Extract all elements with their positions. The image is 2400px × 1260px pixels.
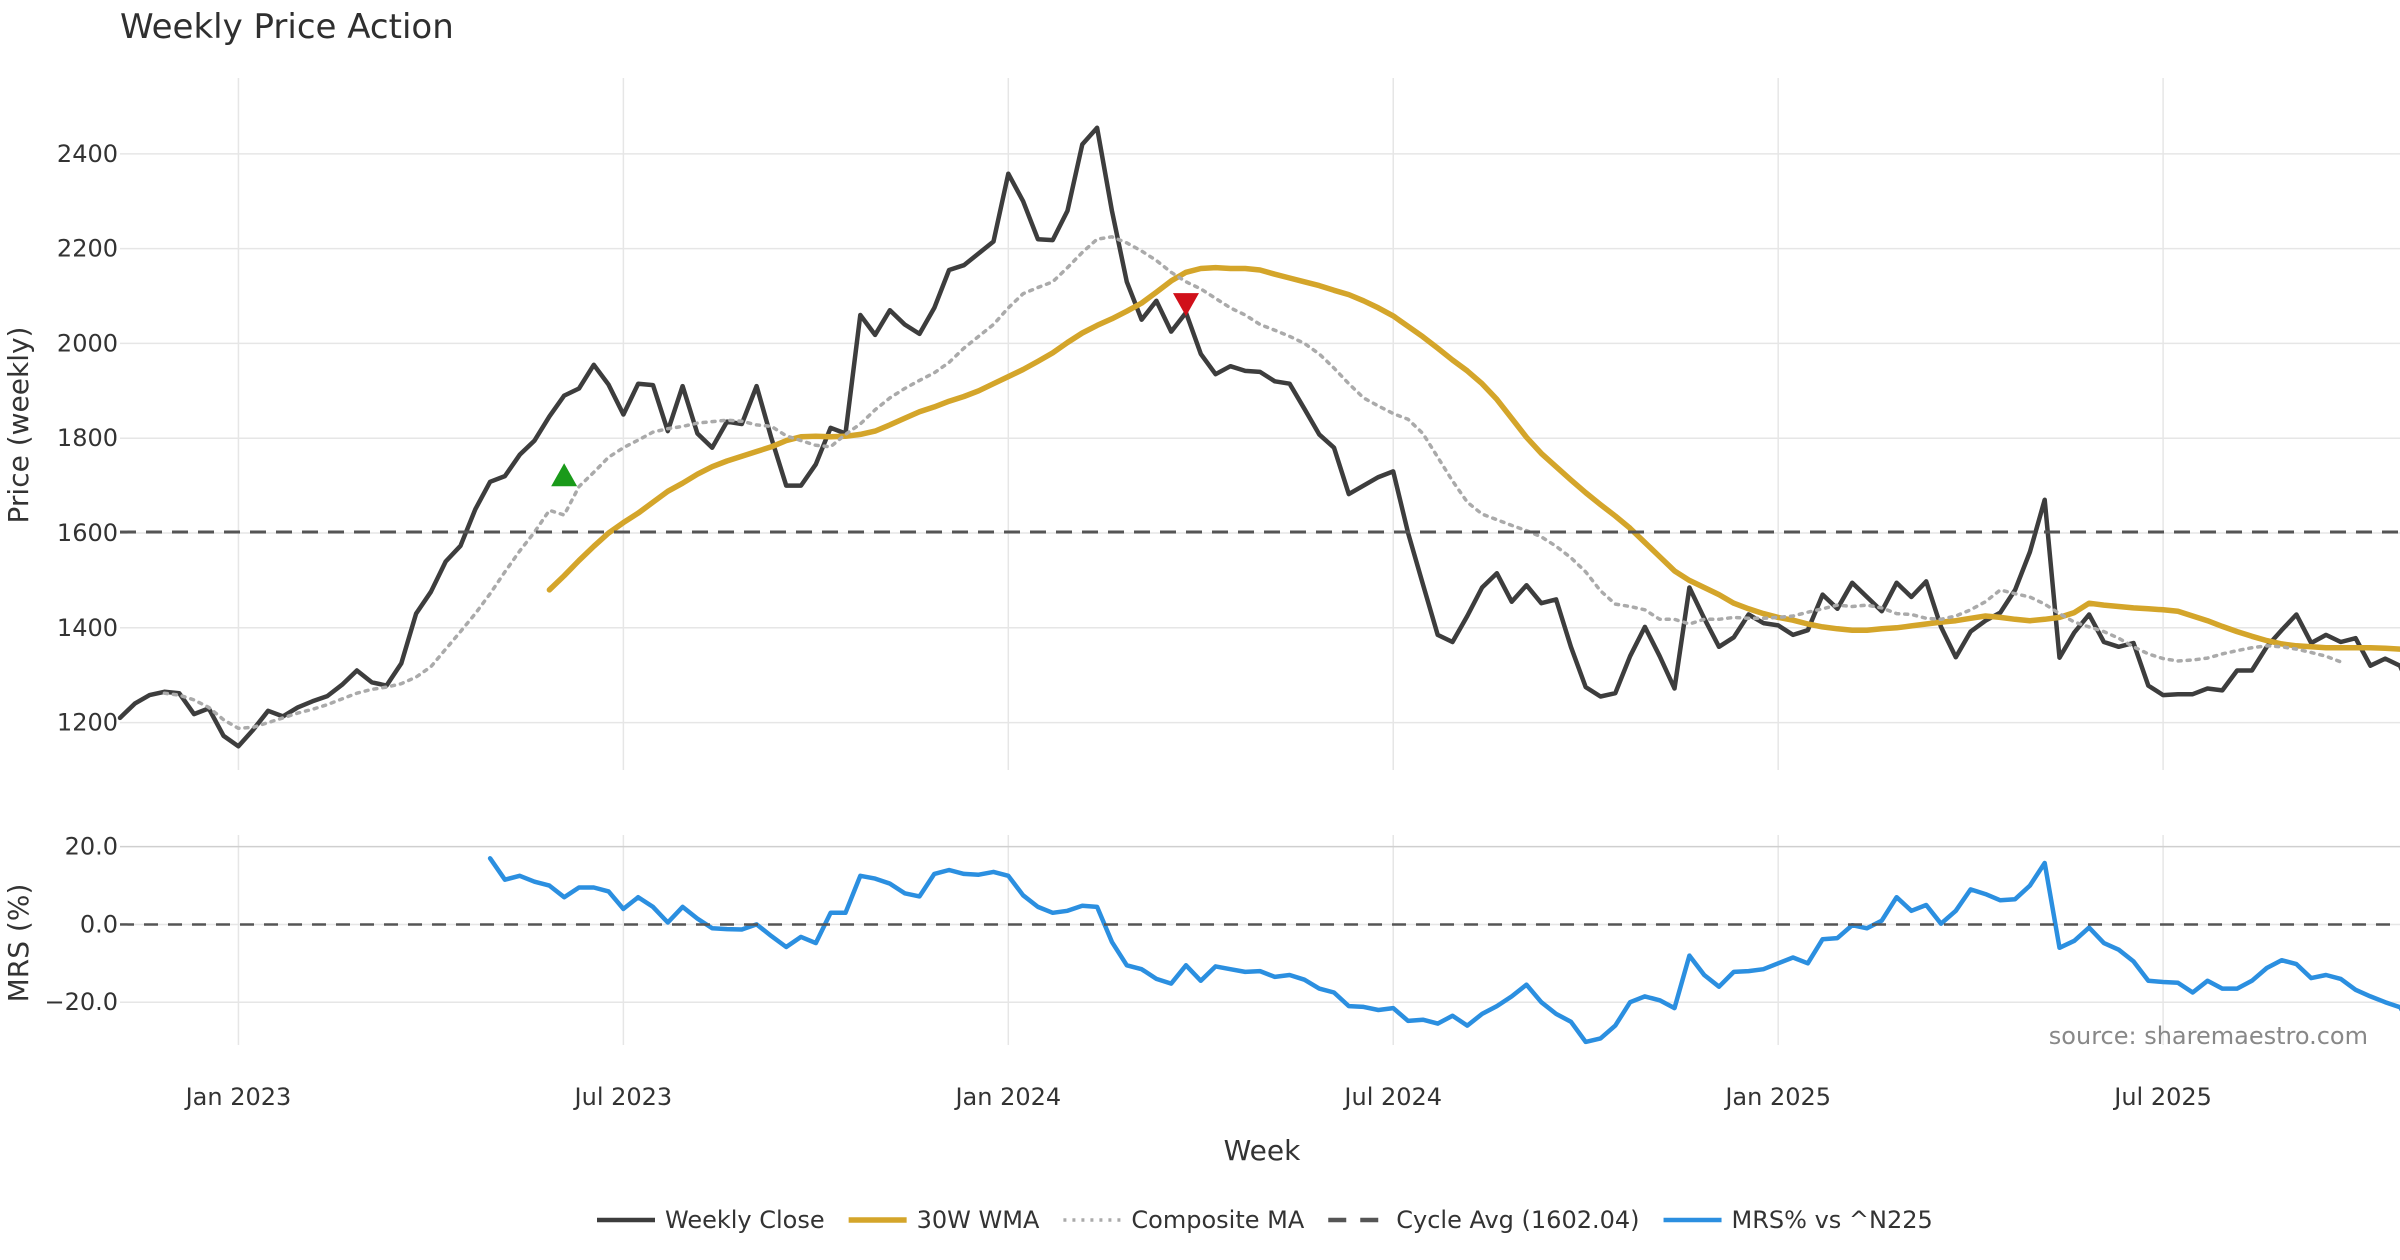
mrs-y-tick-label: 20.0: [65, 833, 118, 861]
legend-label-mrs: MRS% vs ^N225: [1732, 1206, 1933, 1234]
price-y-tick-label: 1800: [57, 424, 118, 452]
legend-label-wma: 30W WMA: [917, 1206, 1040, 1234]
x-tick-label: Jan 2025: [1723, 1083, 1831, 1111]
close-series-line: [117, 125, 2400, 749]
legend: Weekly Close 30W WMA Composite MA Cycle Avg…: [597, 1206, 1933, 1234]
sell-signal-marker: [1172, 293, 1199, 317]
mrs-y-tick-label: −20.0: [44, 988, 118, 1016]
wma-series-line: [546, 264, 2400, 652]
chart-title: Weekly Price Action: [120, 7, 454, 47]
price-y-tick-label: 1600: [57, 519, 118, 547]
x-axis-title: Week: [1224, 1134, 1301, 1167]
price-y-tick-label: 2400: [57, 140, 118, 168]
mrs-series-line: [487, 856, 2400, 1045]
mrs-y-axis-title: MRS (%): [2, 884, 35, 1003]
price-y-axis-title: Price (weekly): [2, 327, 35, 524]
price-y-tick-label: 1400: [57, 614, 118, 642]
price-y-tick-label: 2200: [57, 235, 118, 263]
price-y-tick-label: 1200: [57, 709, 118, 737]
price-y-tick-label: 2000: [57, 329, 118, 357]
legend-label-cycle: Cycle Avg (1602.04): [1396, 1206, 1639, 1234]
price-panel: 1200 1400 1600 1800 2000 2200 2400: [57, 78, 2400, 770]
x-tick-label: Jan 2023: [184, 1083, 292, 1111]
mrs-panel: 20.0 0.0 −20.0: [44, 833, 2400, 1045]
composite-series-line: [162, 235, 2343, 731]
x-axis: Jan 2023 Jul 2023 Jan 2024 Jul 2024 Jan 2025…: [184, 1083, 2212, 1111]
buy-signal-marker: [551, 463, 578, 487]
source-label: source: sharemaestro.com: [2049, 1022, 2368, 1050]
x-tick-label: Jul 2024: [1342, 1083, 1442, 1111]
x-tick-label: Jan 2024: [953, 1083, 1061, 1111]
legend-label-close: Weekly Close: [665, 1206, 825, 1234]
legend-label-composite: Composite MA: [1131, 1206, 1304, 1234]
x-tick-label: Jul 2025: [2112, 1083, 2212, 1111]
x-tick-label: Jul 2023: [573, 1083, 673, 1111]
mrs-y-tick-label: 0.0: [80, 910, 118, 938]
